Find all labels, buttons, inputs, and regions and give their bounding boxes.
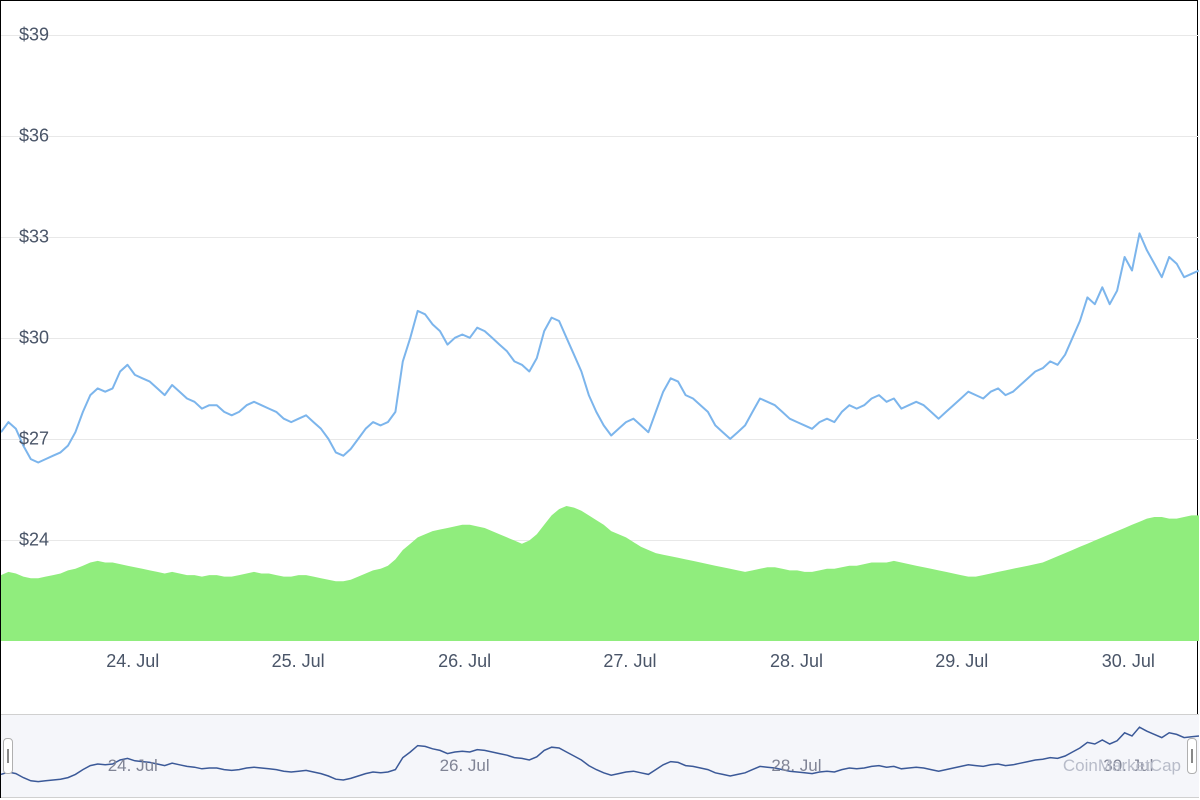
y-axis-label: $39	[19, 24, 49, 45]
navigator-handle-left[interactable]	[3, 738, 13, 774]
x-axis-label: 30. Jul	[1102, 651, 1155, 672]
x-axis-label: 26. Jul	[438, 651, 491, 672]
x-axis-label: 29. Jul	[935, 651, 988, 672]
volume-area	[1, 506, 1199, 641]
watermark-text: CoinMarketCap	[1063, 756, 1181, 776]
chart-container: $24 $27 $30 $33 $36 $39 24. Jul 25. Jul 26. Jul…	[0, 0, 1198, 798]
x-axis-label: 27. Jul	[603, 651, 656, 672]
navigator-handle-right[interactable]	[1187, 738, 1197, 774]
x-axis-label: 25. Jul	[272, 651, 325, 672]
main-chart-area[interactable]: $24 $27 $30 $33 $36 $39 24. Jul 25. Jul 26. Jul…	[1, 1, 1199, 701]
price-chart-svg	[1, 1, 1199, 641]
y-axis-label: $33	[19, 226, 49, 247]
navigator-svg	[1, 714, 1199, 798]
x-axis-label: 28. Jul	[770, 651, 823, 672]
y-axis-label: $36	[19, 125, 49, 146]
y-axis-label: $24	[19, 529, 49, 550]
navigator-x-label: 24. Jul	[108, 756, 158, 776]
y-axis-label: $27	[19, 428, 49, 449]
navigator-x-label: 26. Jul	[440, 756, 490, 776]
x-axis-label: 24. Jul	[106, 651, 159, 672]
y-axis-label: $30	[19, 327, 49, 348]
navigator-panel[interactable]: 24. Jul26. Jul28. Jul30. Jul CoinMarketC…	[1, 714, 1199, 798]
navigator-line	[1, 727, 1199, 781]
navigator-x-label: 28. Jul	[771, 756, 821, 776]
price-line	[1, 233, 1199, 462]
